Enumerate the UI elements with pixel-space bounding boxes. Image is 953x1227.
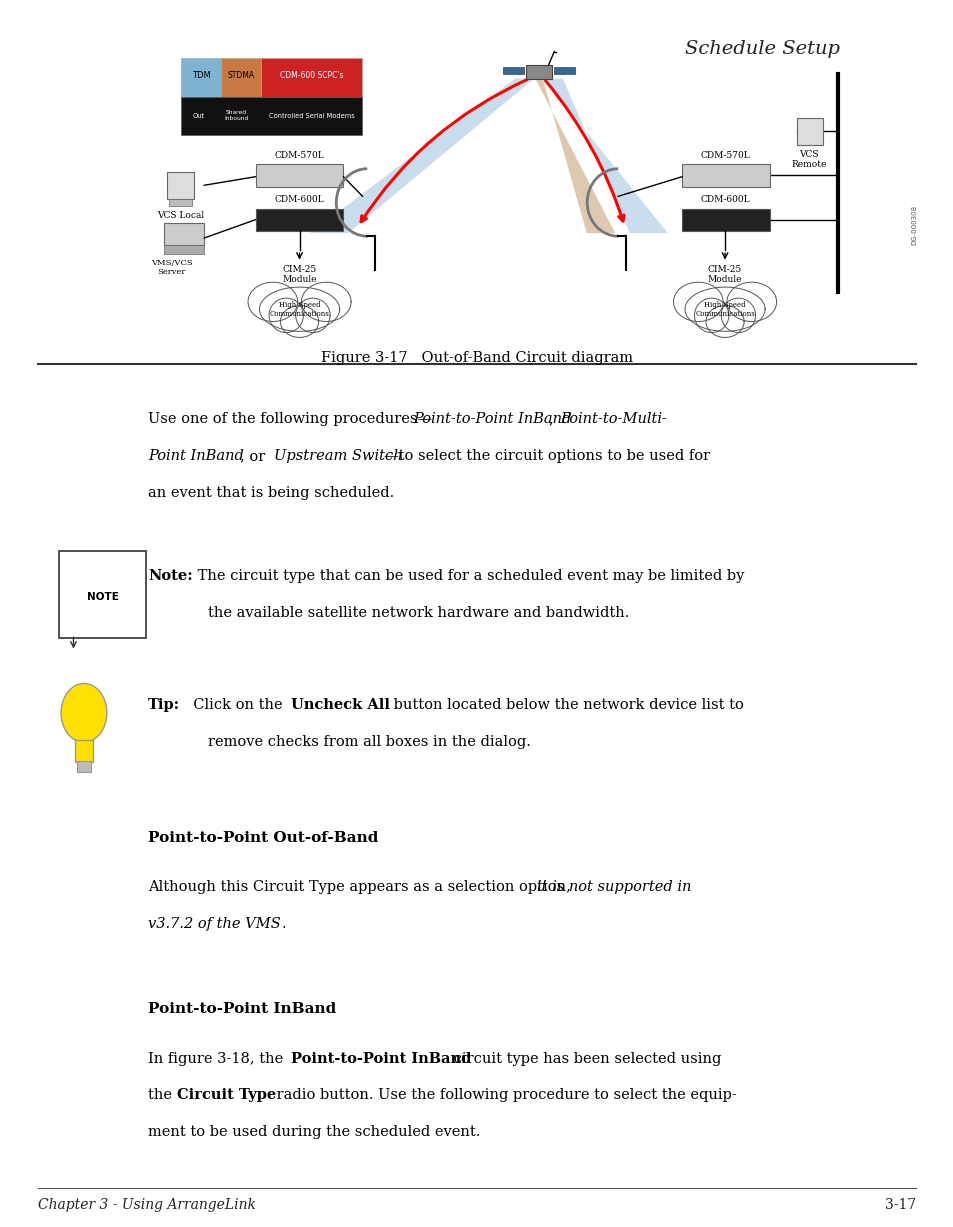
- Text: ment to be used during the scheduled event.: ment to be used during the scheduled eve…: [148, 1125, 479, 1139]
- Text: CDM-600L: CDM-600L: [700, 195, 749, 204]
- Text: NOTE: NOTE: [87, 593, 118, 602]
- FancyBboxPatch shape: [261, 59, 361, 97]
- FancyBboxPatch shape: [59, 551, 146, 638]
- Bar: [554, 67, 575, 74]
- Bar: [525, 65, 552, 79]
- Text: Click on the: Click on the: [184, 698, 287, 712]
- Text: CIM-25
Module: CIM-25 Module: [707, 265, 741, 285]
- Text: Point-to-Point InBand: Point-to-Point InBand: [291, 1052, 471, 1065]
- FancyBboxPatch shape: [181, 59, 221, 97]
- Text: Point-to-Point InBand: Point-to-Point InBand: [413, 412, 571, 426]
- Text: In figure 3-18, the: In figure 3-18, the: [148, 1052, 288, 1065]
- Polygon shape: [720, 298, 755, 333]
- Text: ,: ,: [548, 412, 558, 426]
- Polygon shape: [301, 282, 351, 321]
- Text: Note:: Note:: [148, 569, 193, 583]
- FancyBboxPatch shape: [221, 59, 261, 97]
- Bar: [75, 740, 92, 762]
- Text: High Speed
Communications: High Speed Communications: [270, 301, 329, 318]
- Polygon shape: [310, 79, 534, 233]
- Polygon shape: [684, 287, 764, 331]
- Circle shape: [61, 683, 107, 742]
- Bar: [77, 761, 91, 772]
- Text: CDM-570L: CDM-570L: [274, 151, 324, 160]
- Text: CIM-25
Module: CIM-25 Module: [282, 265, 316, 285]
- Text: v3.7.2 of the VMS: v3.7.2 of the VMS: [148, 917, 280, 930]
- Polygon shape: [269, 298, 303, 333]
- Text: Point InBand: Point InBand: [148, 449, 243, 463]
- Text: Chapter 3 - Using ArrangeLink: Chapter 3 - Using ArrangeLink: [38, 1198, 255, 1211]
- Bar: [164, 245, 204, 254]
- Polygon shape: [535, 79, 615, 233]
- Bar: [167, 172, 193, 199]
- Text: an event that is being scheduled.: an event that is being scheduled.: [148, 486, 394, 499]
- Polygon shape: [280, 306, 318, 337]
- Text: Controlled Serial Modems: Controlled Serial Modems: [269, 113, 355, 119]
- Text: High Speed
Communications: High Speed Communications: [695, 301, 754, 318]
- Text: Upstream Switch: Upstream Switch: [274, 449, 402, 463]
- Polygon shape: [543, 79, 667, 233]
- Text: STDMA: STDMA: [228, 71, 254, 81]
- Text: Circuit Type: Circuit Type: [177, 1088, 276, 1102]
- Text: Point-to-Multi-: Point-to-Multi-: [559, 412, 666, 426]
- Text: VMS/VCS
Server: VMS/VCS Server: [151, 259, 193, 276]
- Bar: [255, 164, 343, 187]
- Text: Figure 3-17   Out-of-Band Circuit diagram: Figure 3-17 Out-of-Band Circuit diagram: [320, 351, 633, 364]
- Text: the: the: [148, 1088, 176, 1102]
- Text: VCS
Remote: VCS Remote: [790, 150, 826, 169]
- Text: Although this Circuit Type appears as a selection option,: Although this Circuit Type appears as a …: [148, 880, 575, 893]
- Polygon shape: [248, 282, 297, 321]
- Text: —to select the circuit options to be used for: —to select the circuit options to be use…: [384, 449, 710, 463]
- Text: TDM: TDM: [192, 71, 211, 81]
- Text: CDM-600L: CDM-600L: [274, 195, 324, 204]
- Bar: [502, 67, 523, 74]
- Text: radio button. Use the following procedure to select the equip-: radio button. Use the following procedur…: [272, 1088, 736, 1102]
- Polygon shape: [673, 282, 722, 321]
- Bar: [796, 118, 822, 145]
- Text: Out: Out: [193, 113, 205, 119]
- Text: the available satellite network hardware and bandwidth.: the available satellite network hardware…: [208, 606, 629, 620]
- Polygon shape: [694, 298, 728, 333]
- Polygon shape: [295, 298, 330, 333]
- Polygon shape: [705, 306, 743, 337]
- Text: circuit type has been selected using: circuit type has been selected using: [449, 1052, 721, 1065]
- Polygon shape: [259, 287, 339, 331]
- Polygon shape: [726, 282, 776, 321]
- Bar: [169, 199, 192, 206]
- Bar: [255, 209, 343, 231]
- Text: 3-17: 3-17: [883, 1198, 915, 1211]
- Text: , or: , or: [240, 449, 270, 463]
- Text: remove checks from all boxes in the dialog.: remove checks from all boxes in the dial…: [208, 735, 530, 748]
- Bar: [164, 223, 204, 245]
- FancyBboxPatch shape: [181, 97, 361, 135]
- Text: .: .: [281, 917, 286, 930]
- Text: it is not supported in: it is not supported in: [537, 880, 691, 893]
- Text: The circuit type that can be used for a scheduled event may be limited by: The circuit type that can be used for a …: [193, 569, 743, 583]
- Text: Uncheck All: Uncheck All: [291, 698, 390, 712]
- Text: Tip:: Tip:: [148, 698, 180, 712]
- Text: Point-to-Point InBand: Point-to-Point InBand: [148, 1002, 335, 1016]
- Text: CDM-600 SCPC's: CDM-600 SCPC's: [280, 71, 343, 81]
- Text: Schedule Setup: Schedule Setup: [684, 40, 839, 59]
- Text: Point-to-Point Out-of-Band: Point-to-Point Out-of-Band: [148, 831, 377, 844]
- Bar: [681, 209, 769, 231]
- Text: VCS Local: VCS Local: [156, 211, 204, 220]
- Text: DG-000308: DG-000308: [910, 205, 916, 245]
- Text: CDM-570L: CDM-570L: [700, 151, 749, 160]
- Text: Use one of the following procedures—: Use one of the following procedures—: [148, 412, 432, 426]
- Bar: [681, 164, 769, 187]
- Text: button located below the network device list to: button located below the network device …: [389, 698, 743, 712]
- Text: Shared
Inbound: Shared Inbound: [224, 110, 249, 121]
